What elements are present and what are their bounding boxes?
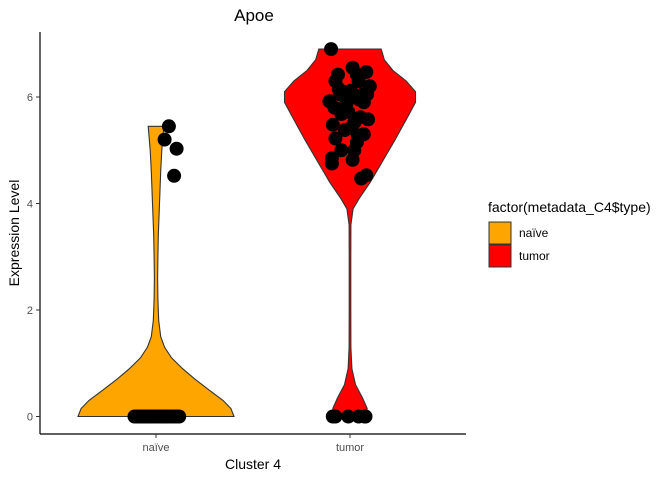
legend-key-tumor xyxy=(488,244,512,268)
data-point-tumor xyxy=(331,82,346,96)
data-point-tumor xyxy=(349,135,364,150)
violin-tumor xyxy=(283,48,417,418)
data-point-tumor xyxy=(360,87,375,102)
data-point-tumor xyxy=(324,156,339,171)
legend: factor(metadata_C4$type) naïve tumor xyxy=(488,199,651,268)
data-point-tumor xyxy=(325,117,340,132)
data-point-tumor xyxy=(358,409,373,424)
data-point-naive xyxy=(161,119,176,134)
y-tick-label: 6 xyxy=(27,92,33,104)
data-point-naive xyxy=(172,409,187,424)
x-tick-label: tumor xyxy=(336,442,364,454)
violin-naive xyxy=(77,125,235,418)
violin-layer xyxy=(77,48,417,418)
data-point-tumor xyxy=(328,131,343,146)
data-point-tumor xyxy=(334,143,349,158)
data-point-tumor xyxy=(328,409,343,424)
data-point-naive xyxy=(157,132,172,147)
point-layer xyxy=(127,42,377,424)
data-point-tumor xyxy=(324,42,339,57)
y-axis-title: Expression Level xyxy=(6,180,22,287)
y-tick-label: 2 xyxy=(27,305,33,317)
x-axis-title: Cluster 4 xyxy=(225,456,281,472)
legend-key-naive xyxy=(488,221,512,245)
y-tick-label: 4 xyxy=(27,199,33,211)
data-point-naive xyxy=(167,168,182,183)
data-point-naive xyxy=(169,141,184,156)
data-point-tumor xyxy=(359,168,374,183)
legend-title: factor(metadata_C4$type) xyxy=(488,199,651,215)
x-axis-ticks: naïve tumor xyxy=(143,434,364,454)
data-point-tumor xyxy=(351,74,366,88)
data-point-tumor xyxy=(341,104,356,119)
x-tick-label: naïve xyxy=(143,442,170,454)
legend-label-naive: naïve xyxy=(519,226,549,240)
y-tick-label: 0 xyxy=(27,412,33,424)
data-point-tumor xyxy=(341,409,356,424)
data-point-tumor xyxy=(345,152,360,167)
chart-title: Apoe xyxy=(234,6,274,25)
legend-label-tumor: tumor xyxy=(519,249,550,263)
data-point-tumor xyxy=(331,67,345,82)
data-point-tumor xyxy=(361,112,376,127)
y-axis-ticks: 0 2 4 6 xyxy=(27,92,40,424)
